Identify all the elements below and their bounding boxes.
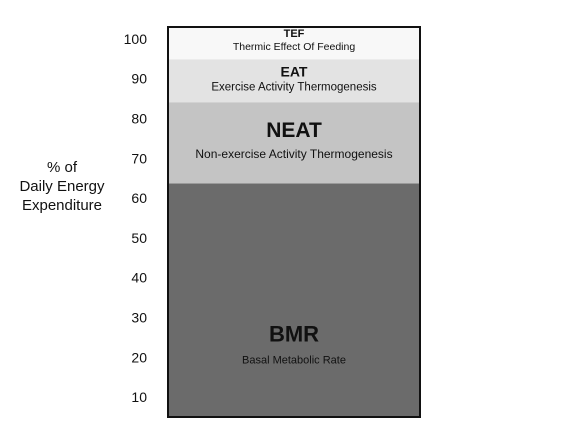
segment-labels: BMR Basal Metabolic Rate NEAT Non-exercise … xyxy=(195,28,392,366)
y-tick-label: 30 xyxy=(131,310,147,326)
bar-outline xyxy=(167,26,421,418)
segment-subtitle-bmr: Basal Metabolic Rate xyxy=(242,354,346,366)
segment-subtitle-neat: Non-exercise Activity Thermogenesis xyxy=(195,147,392,161)
segment-title-bmr: BMR xyxy=(269,321,319,346)
segment-bmr xyxy=(168,183,420,417)
segment-title-tef: TEF xyxy=(284,28,305,40)
y-axis-tick-labels: 10 20 30 40 50 60 70 80 90 100 xyxy=(124,31,148,405)
y-tick-label: 10 xyxy=(131,389,147,405)
y-axis-label: % of Daily Energy Expenditure xyxy=(19,159,105,214)
segment-subtitle-tef: Thermic Effect Of Feeding xyxy=(233,41,356,53)
y-tick-label: 40 xyxy=(131,270,147,286)
stacked-segments xyxy=(168,27,420,417)
segment-title-neat: NEAT xyxy=(266,119,322,142)
segment-subtitle-eat: Exercise Activity Thermogenesis xyxy=(211,82,377,94)
y-tick-label: 100 xyxy=(124,31,148,47)
y-axis-label-line: Expenditure xyxy=(22,197,102,214)
segment-title-eat: EAT xyxy=(281,64,308,80)
segment-eat xyxy=(168,59,420,103)
segment-neat xyxy=(168,102,420,184)
y-tick-label: 20 xyxy=(131,349,147,365)
y-tick-label: 80 xyxy=(131,111,147,127)
y-tick-label: 90 xyxy=(131,71,147,87)
y-tick-label: 70 xyxy=(131,150,147,166)
y-axis-label-line: Daily Energy xyxy=(19,178,105,195)
y-tick-label: 60 xyxy=(131,190,147,206)
y-axis-label-line: % of xyxy=(47,159,78,176)
segment-tef xyxy=(168,27,420,60)
y-tick-label: 50 xyxy=(131,230,147,246)
